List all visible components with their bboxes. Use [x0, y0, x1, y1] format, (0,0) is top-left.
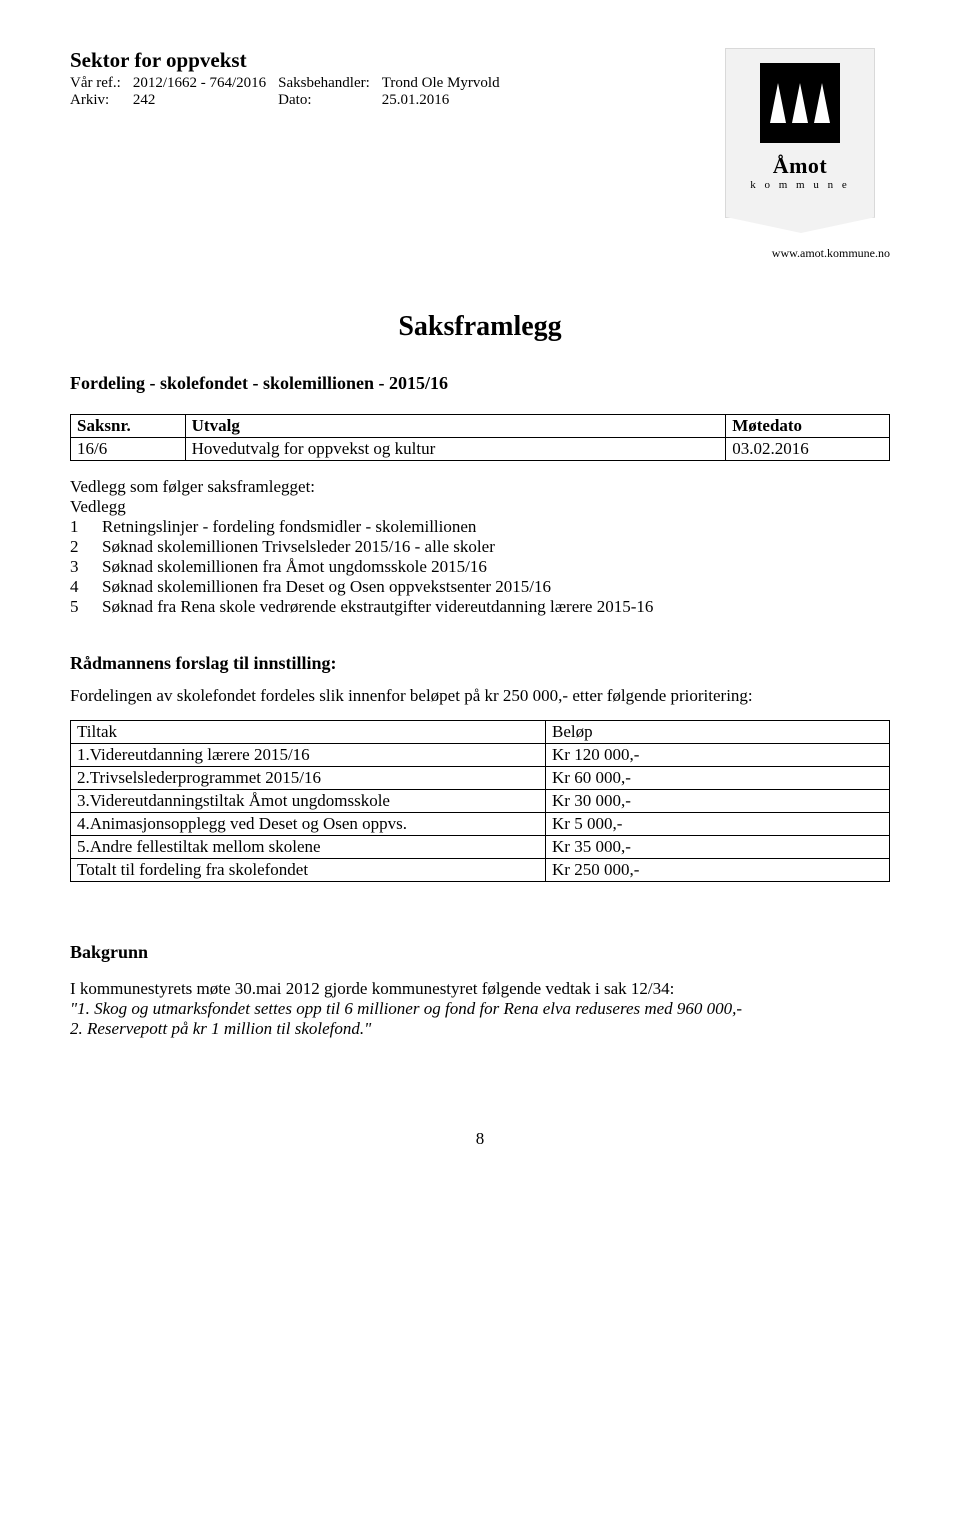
table-row: 1.Videreutdanning lærere 2015/16 Kr 120 …	[71, 744, 890, 767]
table-row: 16/6 Hovedutvalg for oppvekst og kultur …	[71, 438, 890, 461]
th-utvalg: Utvalg	[185, 415, 726, 438]
logo-sub: k o m m u n e	[750, 179, 850, 191]
dato-value: 25.01.2016	[382, 92, 512, 109]
tiltak-table: Tiltak Beløp 1.Videreutdanning lærere 20…	[70, 720, 890, 882]
item-num: 4	[70, 577, 102, 597]
th-tiltak: Tiltak	[71, 721, 546, 744]
dato-label: Dato:	[278, 92, 382, 109]
list-item: 2 Søknad skolemillionen Trivselsleder 20…	[70, 537, 890, 557]
cell-belop: Kr 5 000,-	[546, 813, 890, 836]
list-item: 5 Søknad fra Rena skole vedrørende ekstr…	[70, 597, 890, 617]
cell-tiltak: 1.Videreutdanning lærere 2015/16	[71, 744, 546, 767]
item-text: Søknad fra Rena skole vedrørende ekstrau…	[102, 597, 890, 617]
cell-tiltak: 2.Trivselslederprogrammet 2015/16	[71, 767, 546, 790]
cell-belop: Kr 35 000,-	[546, 836, 890, 859]
logo-name: Åmot	[750, 153, 850, 179]
radmann-intro: Fordelingen av skolefondet fordeles slik…	[70, 686, 890, 706]
logo-block: Åmot k o m m u n e www.amot.kommune.no	[710, 48, 890, 261]
cell-tiltak: 5.Andre fellestiltak mellom skolene	[71, 836, 546, 859]
table-row: 5.Andre fellestiltak mellom skolene Kr 3…	[71, 836, 890, 859]
item-text: Søknad skolemillionen fra Deset og Osen …	[102, 577, 890, 597]
logo-badge: Åmot k o m m u n e	[725, 48, 875, 218]
cell-belop: Kr 250 000,-	[546, 859, 890, 882]
var-ref-label: Vår ref.:	[70, 75, 133, 92]
item-text: Retningslinjer - fordeling fondsmidler -…	[102, 517, 890, 537]
vedlegg-subtitle: Vedlegg	[70, 497, 890, 517]
logo-url: www.amot.kommune.no	[710, 246, 890, 261]
th-belop: Beløp	[546, 721, 890, 744]
list-item: 4 Søknad skolemillionen fra Deset og Ose…	[70, 577, 890, 597]
th-motedato: Møtedato	[726, 415, 890, 438]
table-row: 3.Videreutdanningstiltak Åmot ungdomssko…	[71, 790, 890, 813]
item-num: 1	[70, 517, 102, 537]
cell-belop: Kr 120 000,-	[546, 744, 890, 767]
bakgrunn-heading: Bakgrunn	[70, 942, 890, 963]
radmann-heading: Rådmannens forslag til innstilling:	[70, 653, 890, 674]
vedlegg-title: Vedlegg som følger saksframlegget:	[70, 477, 890, 497]
cell-tiltak: 4.Animasjonsopplegg ved Deset og Osen op…	[71, 813, 546, 836]
list-item: 3 Søknad skolemillionen fra Åmot ungdoms…	[70, 557, 890, 577]
cell-belop: Kr 60 000,-	[546, 767, 890, 790]
arkiv-label: Arkiv:	[70, 92, 133, 109]
main-title: Saksframlegg	[70, 311, 890, 343]
item-num: 2	[70, 537, 102, 557]
item-num: 5	[70, 597, 102, 617]
bakgrunn-quote2: 2. Reservepott på kr 1 million til skole…	[70, 1019, 890, 1039]
page-number: 8	[70, 1129, 890, 1149]
saksbehandler-label: Saksbehandler:	[278, 75, 382, 92]
cell-belop: Kr 30 000,-	[546, 790, 890, 813]
meta-table: Vår ref.: 2012/1662 - 764/2016 Saksbehan…	[70, 75, 512, 109]
item-num: 3	[70, 557, 102, 577]
cell-saksnr: 16/6	[71, 438, 186, 461]
cell-tiltak: Totalt til fordeling fra skolefondet	[71, 859, 546, 882]
list-item: 1 Retningslinjer - fordeling fondsmidler…	[70, 517, 890, 537]
table-row: 2.Trivselslederprogrammet 2015/16 Kr 60 …	[71, 767, 890, 790]
item-text: Søknad skolemillionen fra Åmot ungdomssk…	[102, 557, 890, 577]
table-row: 4.Animasjonsopplegg ved Deset og Osen op…	[71, 813, 890, 836]
saksbehandler-value: Trond Ole Myrvold	[382, 75, 512, 92]
cell-motedato: 03.02.2016	[726, 438, 890, 461]
th-saksnr: Saksnr.	[71, 415, 186, 438]
arkiv-value: 242	[133, 92, 278, 109]
var-ref-value: 2012/1662 - 764/2016	[133, 75, 278, 92]
logo-icon	[760, 63, 840, 143]
table-row: Totalt til fordeling fra skolefondet Kr …	[71, 859, 890, 882]
cell-utvalg: Hovedutvalg for oppvekst og kultur	[185, 438, 726, 461]
case-title: Fordeling - skolefondet - skolemillionen…	[70, 373, 890, 394]
sektor-title: Sektor for oppvekst	[70, 48, 710, 73]
bakgrunn-line1: I kommunestyrets møte 30.mai 2012 gjorde…	[70, 979, 890, 999]
cell-tiltak: 3.Videreutdanningstiltak Åmot ungdomssko…	[71, 790, 546, 813]
item-text: Søknad skolemillionen Trivselsleder 2015…	[102, 537, 890, 557]
vedlegg-list: 1 Retningslinjer - fordeling fondsmidler…	[70, 517, 890, 617]
bakgrunn-quote1: "1. Skog og utmarksfondet settes opp til…	[70, 999, 890, 1019]
utvalg-table: Saksnr. Utvalg Møtedato 16/6 Hovedutvalg…	[70, 414, 890, 461]
